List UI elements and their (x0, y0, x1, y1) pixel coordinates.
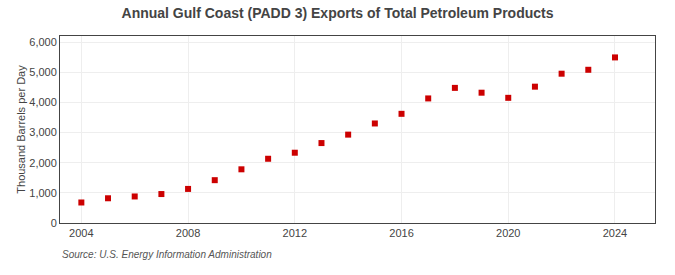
svg-text:Source: U.S. Energy Informatio: Source: U.S. Energy Information Administ… (62, 249, 272, 260)
svg-text:2024: 2024 (603, 227, 627, 239)
svg-text:2012: 2012 (283, 227, 307, 239)
svg-text:Annual Gulf Coast (PADD 3) Exp: Annual Gulf Coast (PADD 3) Exports of To… (122, 5, 554, 21)
svg-text:2004: 2004 (69, 227, 93, 239)
svg-text:1,000: 1,000 (29, 187, 57, 199)
svg-text:Thousand Barrels per Day: Thousand Barrels per Day (15, 65, 27, 194)
svg-text:2016: 2016 (389, 227, 413, 239)
svg-text:4,000: 4,000 (29, 96, 57, 108)
svg-text:2008: 2008 (176, 227, 200, 239)
svg-text:2020: 2020 (496, 227, 520, 239)
svg-text:0: 0 (51, 217, 57, 229)
svg-text:2,000: 2,000 (29, 157, 57, 169)
svg-text:6,000: 6,000 (29, 36, 57, 48)
svg-text:5,000: 5,000 (29, 66, 57, 78)
svg-text:3,000: 3,000 (29, 126, 57, 138)
